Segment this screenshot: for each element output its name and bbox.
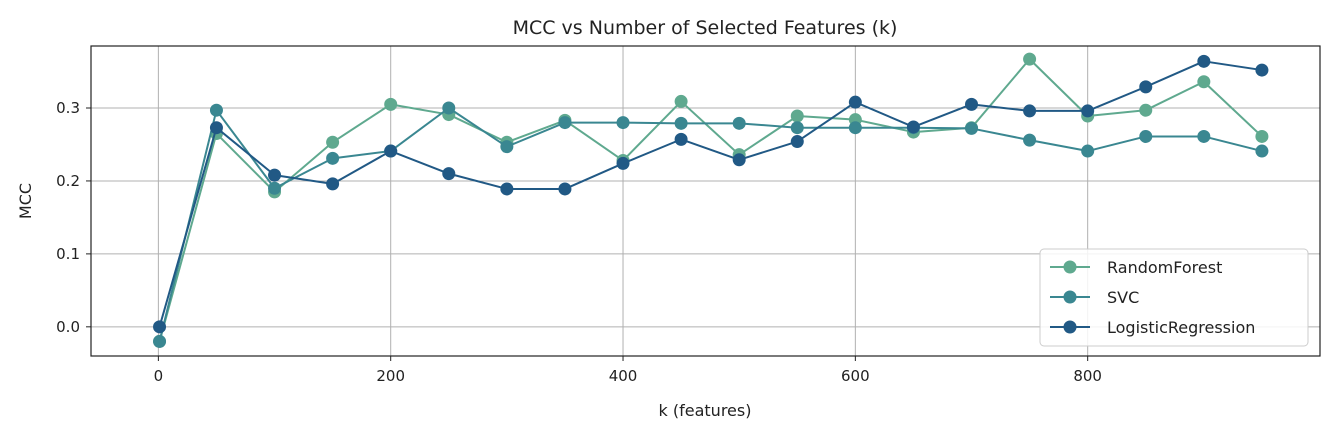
data-point (790, 135, 804, 149)
data-point (1139, 129, 1153, 143)
legend: RandomForest SVC LogisticRegression (1039, 248, 1309, 347)
data-point (442, 167, 456, 181)
data-point (268, 168, 282, 182)
data-point (1197, 75, 1211, 89)
x-tick-label: 0 (154, 367, 164, 385)
series-line (158, 58, 1263, 342)
data-point (790, 109, 804, 123)
y-tick-label: 0.3 (56, 99, 80, 117)
data-point (848, 95, 862, 109)
legend-marker (1063, 260, 1077, 274)
data-point (616, 116, 630, 130)
series-layer (153, 52, 1269, 348)
x-axis: 0 200 400 600 800 (154, 356, 1102, 385)
x-tick-label: 200 (376, 367, 405, 385)
chart-title: MCC vs Number of Selected Features (k) (513, 17, 898, 39)
data-point (732, 153, 746, 167)
y-tick-label: 0.0 (56, 318, 80, 336)
data-point (965, 121, 979, 135)
data-point (500, 140, 514, 154)
legend-box (1039, 248, 1309, 347)
data-point (1081, 104, 1095, 118)
legend-item: LogisticRegression (1050, 318, 1255, 337)
data-point (326, 135, 340, 149)
data-point (209, 121, 223, 135)
plot-frame (90, 45, 1321, 357)
data-point (268, 181, 282, 195)
data-point (1139, 80, 1153, 94)
data-point (326, 177, 340, 191)
data-point (1023, 104, 1037, 118)
legend-label: LogisticRegression (1107, 318, 1255, 337)
data-point (616, 156, 630, 170)
data-point (384, 144, 398, 158)
legend-item: SVC (1050, 288, 1139, 307)
data-point (906, 120, 920, 134)
data-point (790, 121, 804, 135)
data-point (500, 182, 514, 196)
data-point (1255, 129, 1269, 143)
data-point (558, 116, 572, 130)
data-point (153, 334, 167, 348)
data-point (1139, 103, 1153, 117)
legend-marker (1063, 290, 1077, 304)
data-point (209, 103, 223, 117)
y-axis: 0.0 0.1 0.2 0.3 (56, 99, 91, 336)
data-point (442, 101, 456, 115)
x-tick-label: 400 (609, 367, 638, 385)
data-point (1081, 144, 1095, 158)
legend-item: RandomForest (1050, 258, 1222, 277)
y-tick-label: 0.1 (56, 245, 80, 263)
legend-label: SVC (1107, 288, 1139, 307)
data-point (674, 94, 688, 108)
data-point (848, 121, 862, 135)
data-point (1197, 129, 1211, 143)
data-point (1255, 63, 1269, 77)
y-axis-label: MCC (16, 183, 35, 219)
data-point (1255, 144, 1269, 158)
data-point (674, 132, 688, 146)
data-point (558, 182, 572, 196)
series-line (158, 60, 1263, 328)
x-tick-label: 600 (841, 367, 870, 385)
x-axis-label: k (features) (659, 401, 752, 420)
y-tick-label: 0.2 (56, 172, 80, 190)
data-point (732, 116, 746, 130)
x-tick-label: 800 (1073, 367, 1102, 385)
legend-label: RandomForest (1107, 258, 1222, 277)
data-point (965, 97, 979, 111)
data-point (326, 151, 340, 165)
series-LogisticRegression (153, 54, 1269, 334)
series-line (158, 107, 1263, 342)
data-point (674, 116, 688, 130)
data-point (1023, 52, 1037, 66)
data-point (384, 97, 398, 111)
series-SVC (153, 101, 1269, 348)
legend-marker (1063, 320, 1077, 334)
data-point (1023, 133, 1037, 147)
data-point (153, 320, 167, 334)
data-point (1197, 54, 1211, 68)
